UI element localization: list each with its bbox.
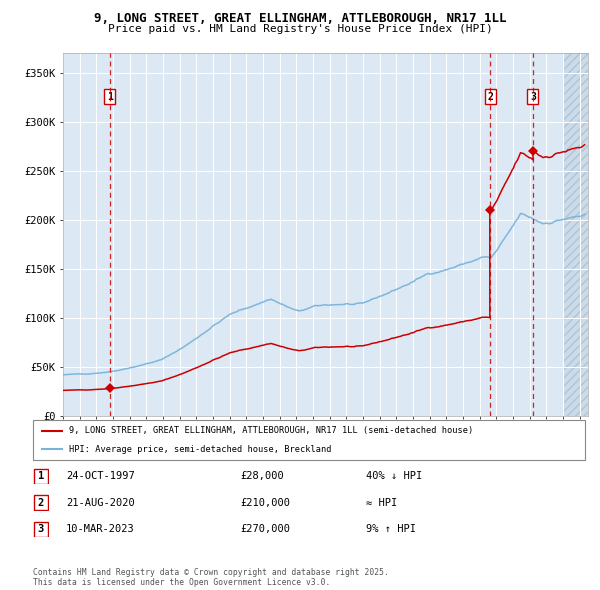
Text: 1: 1 bbox=[38, 471, 44, 481]
FancyBboxPatch shape bbox=[34, 468, 48, 484]
Text: £28,000: £28,000 bbox=[240, 471, 284, 481]
Text: 3: 3 bbox=[38, 525, 44, 534]
Text: HPI: Average price, semi-detached house, Breckland: HPI: Average price, semi-detached house,… bbox=[69, 445, 331, 454]
Text: ≈ HPI: ≈ HPI bbox=[366, 498, 397, 507]
Text: 40% ↓ HPI: 40% ↓ HPI bbox=[366, 471, 422, 481]
FancyBboxPatch shape bbox=[34, 495, 48, 510]
Text: 24-OCT-1997: 24-OCT-1997 bbox=[66, 471, 135, 481]
Text: 2: 2 bbox=[487, 91, 493, 101]
Text: 21-AUG-2020: 21-AUG-2020 bbox=[66, 498, 135, 507]
Text: Price paid vs. HM Land Registry's House Price Index (HPI): Price paid vs. HM Land Registry's House … bbox=[107, 24, 493, 34]
Text: 1: 1 bbox=[107, 91, 113, 101]
Text: 9, LONG STREET, GREAT ELLINGHAM, ATTLEBOROUGH, NR17 1LL (semi-detached house): 9, LONG STREET, GREAT ELLINGHAM, ATTLEBO… bbox=[69, 427, 473, 435]
Text: £210,000: £210,000 bbox=[240, 498, 290, 507]
Bar bbox=[563, 53, 600, 416]
Text: 9% ↑ HPI: 9% ↑ HPI bbox=[366, 525, 416, 534]
Text: 3: 3 bbox=[530, 91, 536, 101]
FancyBboxPatch shape bbox=[34, 522, 48, 537]
Text: 2: 2 bbox=[38, 498, 44, 507]
Text: Contains HM Land Registry data © Crown copyright and database right 2025.
This d: Contains HM Land Registry data © Crown c… bbox=[33, 568, 389, 587]
Text: 9, LONG STREET, GREAT ELLINGHAM, ATTLEBOROUGH, NR17 1LL: 9, LONG STREET, GREAT ELLINGHAM, ATTLEBO… bbox=[94, 12, 506, 25]
Text: 10-MAR-2023: 10-MAR-2023 bbox=[66, 525, 135, 534]
FancyBboxPatch shape bbox=[33, 420, 585, 460]
Text: £270,000: £270,000 bbox=[240, 525, 290, 534]
